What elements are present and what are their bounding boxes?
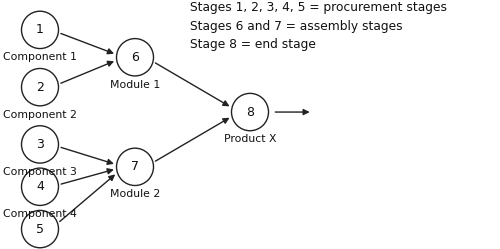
Text: Module 1: Module 1 <box>110 80 160 90</box>
Text: Stages 1, 2, 3, 4, 5 = procurement stages
Stages 6 and 7 = assembly stages
Stage: Stages 1, 2, 3, 4, 5 = procurement stage… <box>190 1 447 51</box>
Text: 1: 1 <box>36 23 44 36</box>
Text: 2: 2 <box>36 81 44 94</box>
Text: 8: 8 <box>246 106 254 119</box>
Ellipse shape <box>116 148 154 186</box>
Text: Component 4: Component 4 <box>3 209 77 219</box>
Text: Component 2: Component 2 <box>3 110 77 120</box>
Ellipse shape <box>22 168 59 205</box>
Ellipse shape <box>232 93 268 131</box>
Text: 5: 5 <box>36 223 44 236</box>
Ellipse shape <box>116 39 154 76</box>
Text: Component 1: Component 1 <box>3 52 77 62</box>
Text: 3: 3 <box>36 138 44 151</box>
Ellipse shape <box>22 11 59 49</box>
Text: 7: 7 <box>131 160 139 173</box>
Text: 6: 6 <box>131 51 139 64</box>
Ellipse shape <box>22 210 59 248</box>
Text: Module 2: Module 2 <box>110 189 160 199</box>
Text: 4: 4 <box>36 180 44 193</box>
Text: Product X: Product X <box>224 134 276 144</box>
Ellipse shape <box>22 126 59 163</box>
Text: Component 3: Component 3 <box>3 167 77 177</box>
Ellipse shape <box>22 68 59 106</box>
